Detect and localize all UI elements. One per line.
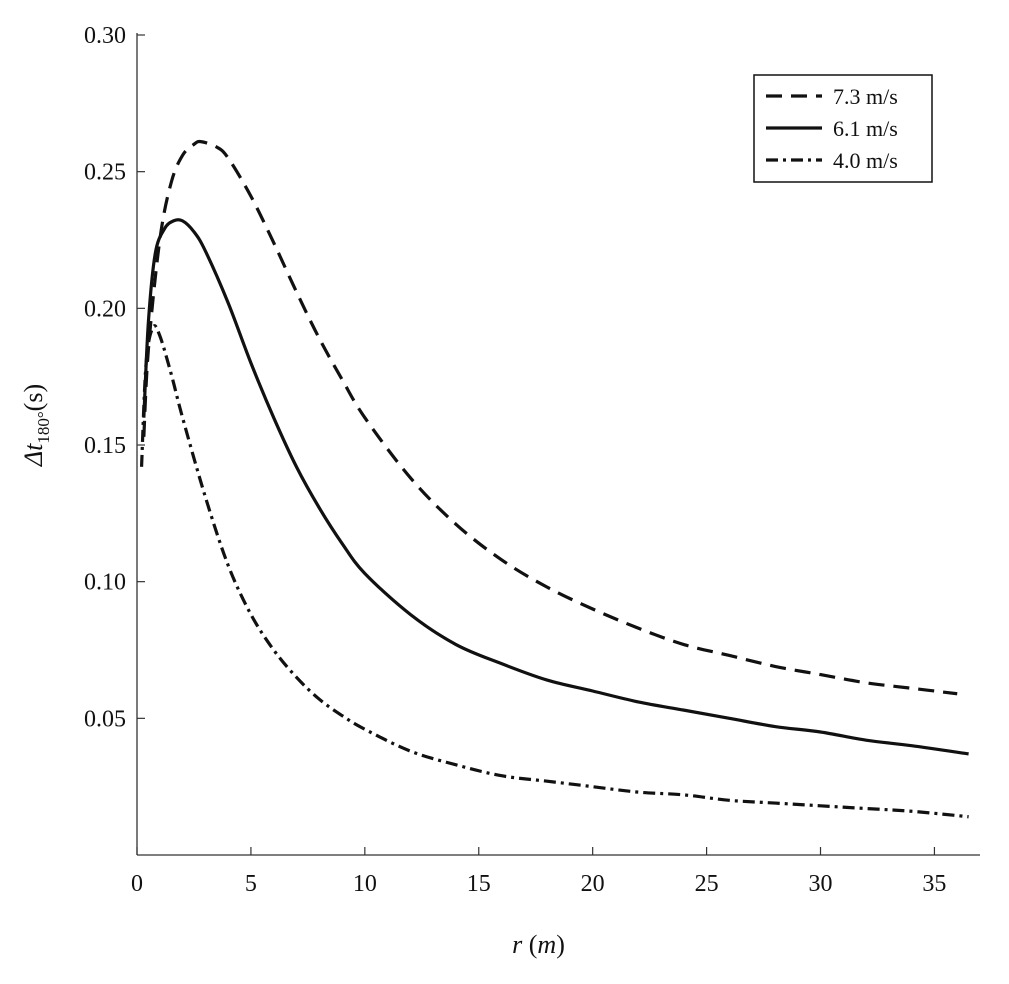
x-tick-label: 25	[695, 871, 719, 897]
y-tick-label: 0.20	[84, 296, 126, 322]
x-axis-title: r (m)	[512, 930, 565, 959]
legend-label: 7.3 m/s	[833, 84, 898, 109]
series-line-7-3-m-s	[142, 139, 958, 696]
x-tick-label: 20	[581, 871, 605, 897]
x-tick-label: 30	[809, 871, 833, 897]
y-tick-label: 0.25	[84, 160, 126, 186]
series-line-4-0-m-s	[139, 324, 969, 819]
series-layer	[139, 139, 969, 819]
y-tick-label: 0.10	[84, 570, 126, 596]
axes: 0 5 10 15 20 25 30 35 0.05 0.10 0.15 0.20 0.25 0.30	[84, 23, 980, 897]
y-tick-label: 0.15	[84, 433, 126, 459]
x-tick-label: 5	[245, 871, 257, 897]
legend-label: 6.1 m/s	[833, 116, 898, 141]
x-tick-label: 10	[353, 871, 377, 897]
series-line-6-1-m-s	[142, 218, 969, 756]
y-axis-title: Δt180°(s)	[19, 384, 53, 467]
legend-label: 4.0 m/s	[833, 148, 898, 173]
y-tick-label: 0.05	[84, 706, 126, 732]
x-tick-label: 15	[467, 871, 491, 897]
x-tick-label: 35	[922, 871, 946, 897]
y-tick-label: 0.30	[84, 23, 126, 49]
legend: 7.3 m/s 6.1 m/s 4.0 m/s	[753, 74, 933, 183]
x-tick-label: 0	[131, 871, 143, 897]
